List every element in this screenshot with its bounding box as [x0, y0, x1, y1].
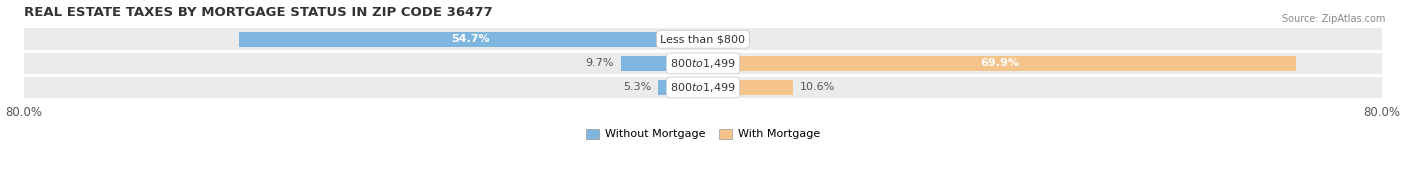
Bar	[24, 52, 1382, 74]
Text: $800 to $1,499: $800 to $1,499	[671, 57, 735, 70]
Bar	[24, 51, 1382, 52]
Text: 0.59%: 0.59%	[714, 34, 751, 44]
Bar	[703, 80, 793, 95]
Bar	[24, 75, 1382, 76]
Bar	[24, 27, 1382, 28]
Bar	[620, 56, 703, 71]
Bar	[24, 28, 1382, 50]
Text: 54.7%: 54.7%	[451, 34, 491, 44]
Bar	[703, 32, 709, 47]
Text: Source: ZipAtlas.com: Source: ZipAtlas.com	[1281, 14, 1385, 24]
Text: Less than $800: Less than $800	[661, 34, 745, 44]
Text: 9.7%: 9.7%	[585, 58, 614, 68]
Text: 5.3%: 5.3%	[623, 82, 651, 92]
Legend: Without Mortgage, With Mortgage: Without Mortgage, With Mortgage	[582, 124, 824, 144]
Text: 10.6%: 10.6%	[800, 82, 835, 92]
Bar	[239, 32, 703, 47]
Bar	[24, 77, 1382, 98]
Text: 69.9%: 69.9%	[980, 58, 1019, 68]
Text: $800 to $1,499: $800 to $1,499	[671, 81, 735, 94]
Bar	[703, 56, 1296, 71]
Text: REAL ESTATE TAXES BY MORTGAGE STATUS IN ZIP CODE 36477: REAL ESTATE TAXES BY MORTGAGE STATUS IN …	[24, 5, 492, 19]
Bar	[658, 80, 703, 95]
